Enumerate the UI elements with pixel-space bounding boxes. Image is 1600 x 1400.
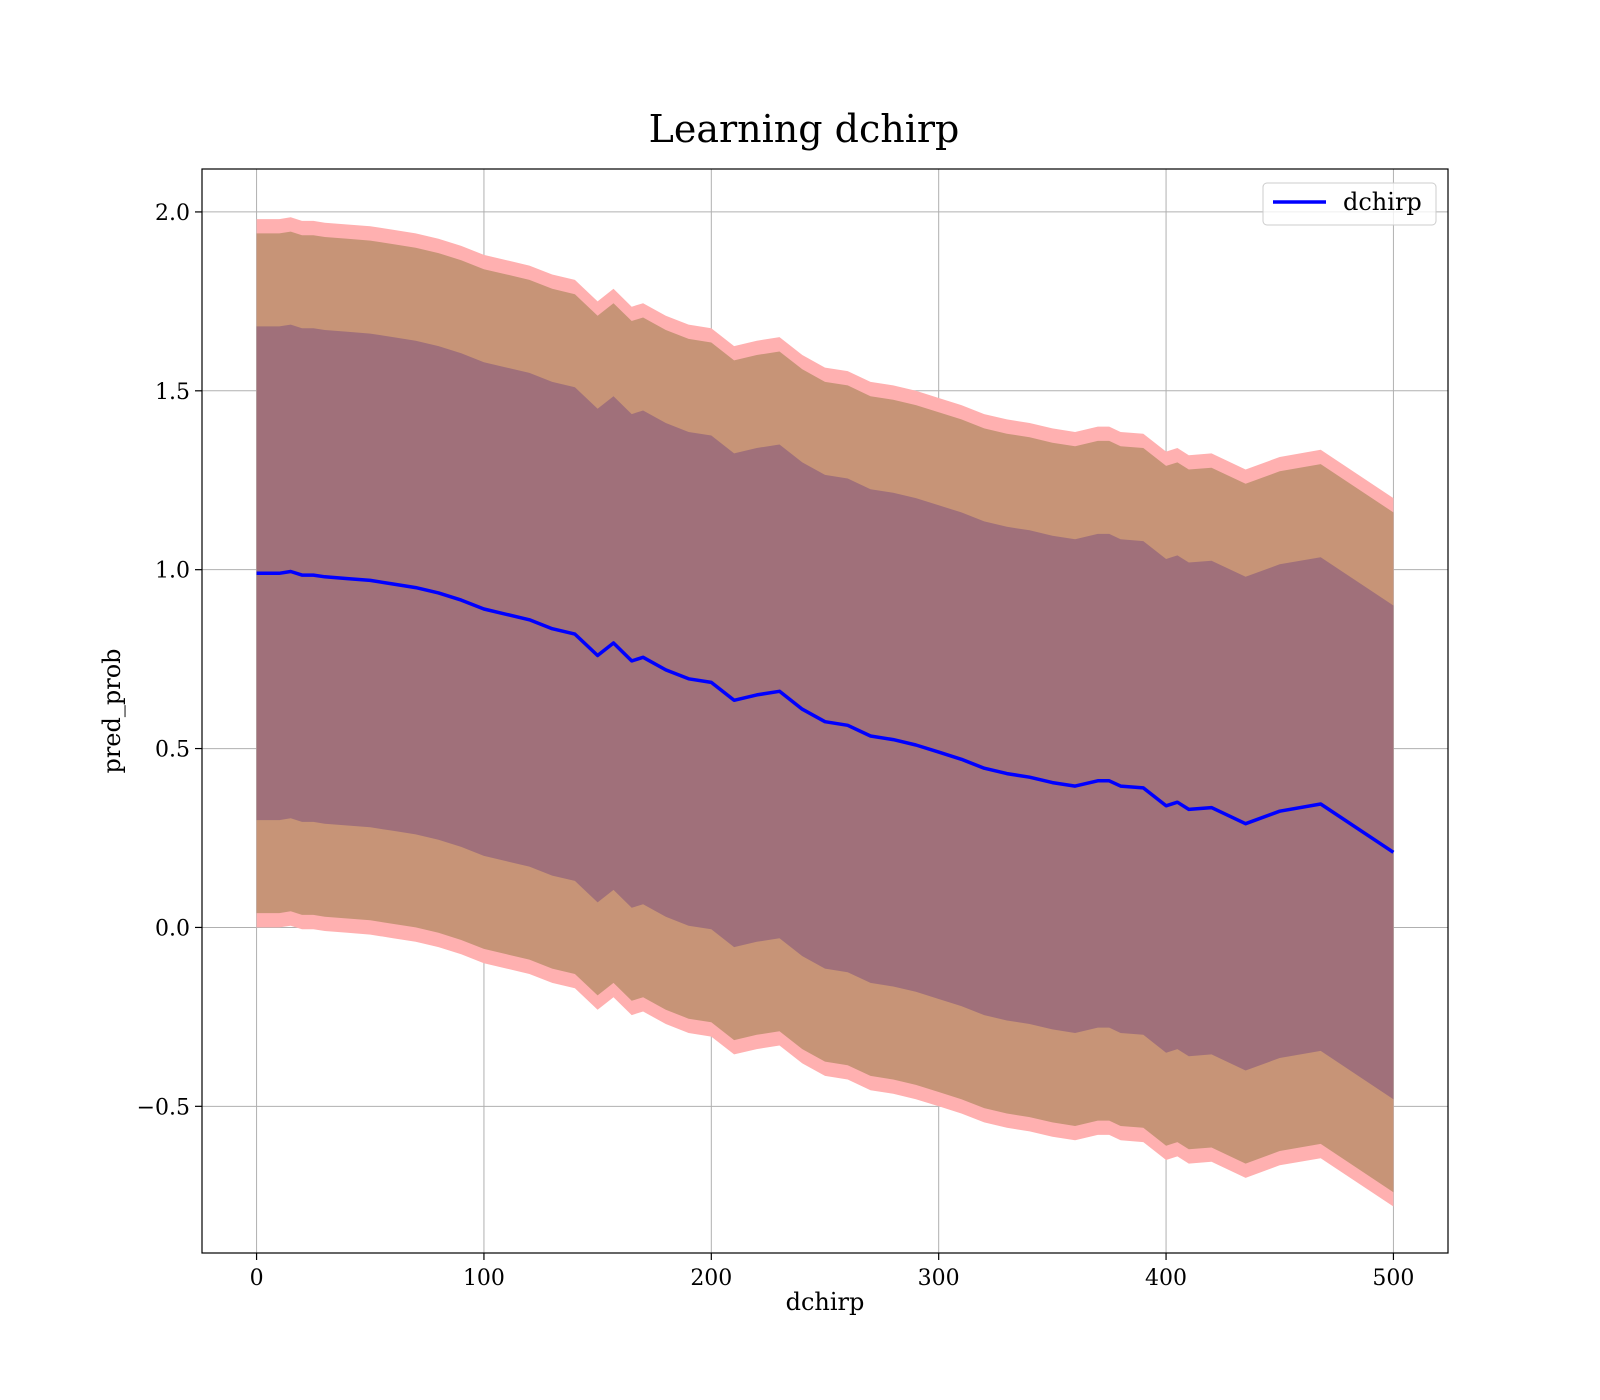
x-tick-label: 100 <box>463 1266 505 1291</box>
band-1-sigma <box>256 324 1394 1100</box>
series-line-dchirp <box>256 569 1395 854</box>
x-axis-ticks: 0 100 200 300 400 500 <box>250 1253 1414 1291</box>
chart-title: Learning dchirp <box>649 107 960 151</box>
y-tick-label: 1.0 <box>155 559 190 584</box>
x-tick-label: 200 <box>690 1266 732 1291</box>
legend-box <box>1262 182 1437 226</box>
y-tick-label: 0.5 <box>155 738 190 763</box>
y-axis-label: pred_prob <box>98 648 126 773</box>
legend-label-dchirp: dchirp <box>1343 188 1422 216</box>
y-tick-label: −0.5 <box>137 1095 190 1120</box>
x-tick-label: 400 <box>1145 1266 1187 1291</box>
y-tick-label: 1.5 <box>155 380 190 405</box>
legend: dchirp <box>1262 182 1437 226</box>
y-tick-label: 0.0 <box>155 916 190 941</box>
confidence-bands <box>256 217 1394 1207</box>
x-axis-label: dchirp <box>786 1288 865 1316</box>
y-axis-ticks: −0.5 0.0 0.5 1.0 1.5 2.0 <box>137 201 202 1120</box>
x-tick-label: 0 <box>250 1266 264 1291</box>
plot-frame <box>201 168 1449 1254</box>
x-tick-label: 300 <box>918 1266 960 1291</box>
x-tick-label: 500 <box>1372 1266 1414 1291</box>
series-lines <box>256 569 1395 854</box>
y-tick-label: 2.0 <box>155 201 190 226</box>
